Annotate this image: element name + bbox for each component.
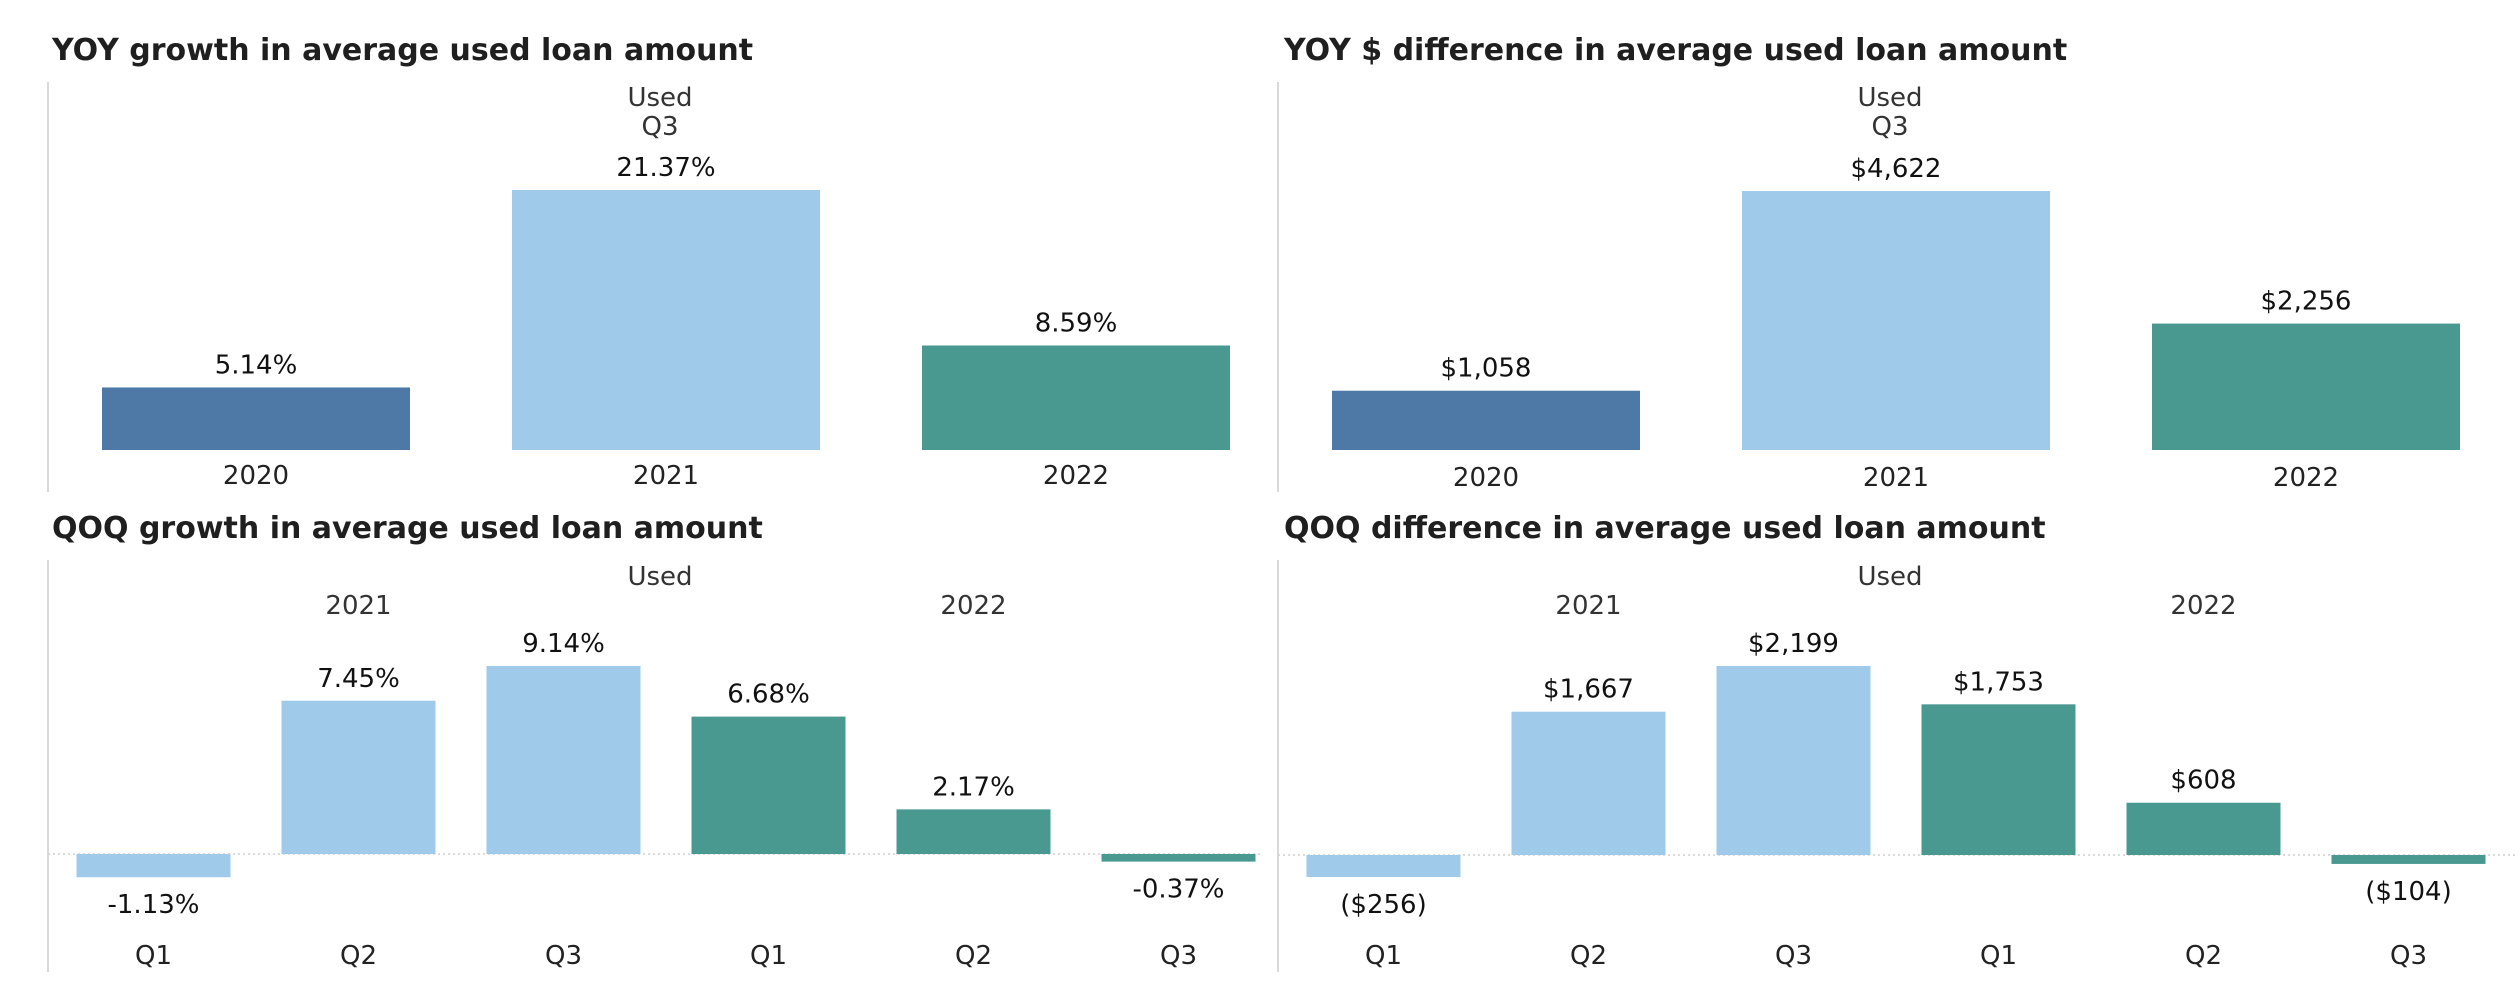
bar-q1-3[interactable] <box>691 716 846 854</box>
category-tick: Q1 <box>750 941 787 971</box>
panel-title: QOQ growth in average used loan amount <box>52 511 763 546</box>
data-label: 8.59% <box>1035 308 1118 338</box>
bar-q2-1[interactable] <box>281 700 436 854</box>
panel-title: QOQ difference in average used loan amou… <box>1284 511 2046 546</box>
data-label: ($256) <box>1340 890 1426 920</box>
category-tick: Q1 <box>1980 941 2017 971</box>
panel-title: YOY $ difference in average used loan am… <box>1283 33 2067 68</box>
bar-q1-0[interactable] <box>1306 855 1461 878</box>
bar-q1-3[interactable] <box>1921 704 2076 855</box>
data-label: $1,058 <box>1441 354 1532 384</box>
data-label: $4,622 <box>1851 154 1942 184</box>
bar-2021-1[interactable] <box>1742 191 2050 450</box>
bar-q1-0[interactable] <box>76 854 231 878</box>
group-label: 2022 <box>940 591 1006 621</box>
data-label: $1,667 <box>1543 675 1634 705</box>
data-label: 2.17% <box>932 772 1015 802</box>
data-label: $2,199 <box>1748 629 1839 659</box>
panel-header: Used <box>627 562 692 592</box>
group-label: 2021 <box>325 591 391 621</box>
category-tick: Q1 <box>1365 941 1402 971</box>
bar-q2-1[interactable] <box>1511 711 1666 855</box>
data-label: $1,753 <box>1953 667 2044 697</box>
bar-q3-5[interactable] <box>2331 855 2486 864</box>
data-label: ($104) <box>2365 877 2451 907</box>
panel-header: Q3 <box>641 112 678 142</box>
category-tick: Q2 <box>2185 941 2222 971</box>
category-tick: 2021 <box>1863 463 1929 493</box>
data-label: 7.45% <box>317 664 400 694</box>
data-label: 21.37% <box>616 153 715 183</box>
group-label: 2022 <box>2170 591 2236 621</box>
category-tick: 2020 <box>223 461 289 491</box>
category-tick: Q2 <box>955 941 992 971</box>
bar-q2-4[interactable] <box>2126 802 2281 855</box>
bar-q3-2[interactable] <box>1716 666 1871 855</box>
data-label: $2,256 <box>2261 287 2352 317</box>
category-tick: Q3 <box>545 941 582 971</box>
group-label: 2021 <box>1555 591 1621 621</box>
panel-header: Q3 <box>1871 112 1908 142</box>
panel-header: Used <box>1857 562 1922 592</box>
panel-header: Used <box>627 83 692 113</box>
category-tick: Q3 <box>1775 941 1812 971</box>
category-tick: Q1 <box>135 941 172 971</box>
category-tick: Q2 <box>340 941 377 971</box>
bar-2020-0[interactable] <box>1332 390 1640 450</box>
data-label: 5.14% <box>215 350 298 380</box>
bar-q3-5[interactable] <box>1101 854 1256 862</box>
bar-q3-2[interactable] <box>486 666 641 854</box>
data-label: 9.14% <box>522 629 605 659</box>
category-tick: 2022 <box>2273 463 2339 493</box>
category-tick: Q3 <box>1160 941 1197 971</box>
bar-q2-4[interactable] <box>896 809 1051 854</box>
category-tick: 2021 <box>633 461 699 491</box>
category-tick: 2022 <box>1043 461 1109 491</box>
data-label: -0.37% <box>1133 875 1225 905</box>
data-label: -1.13% <box>108 890 200 920</box>
panel-header: Used <box>1857 83 1922 113</box>
category-tick: 2020 <box>1453 463 1519 493</box>
panel-title: YOY growth in average used loan amount <box>51 33 753 68</box>
data-label: 6.68% <box>727 680 810 710</box>
bar-2020-0[interactable] <box>102 387 410 450</box>
category-tick: Q2 <box>1570 941 1607 971</box>
bar-2021-1[interactable] <box>512 190 820 450</box>
bar-2022-2[interactable] <box>2152 323 2460 450</box>
bar-2022-2[interactable] <box>922 345 1230 450</box>
category-tick: Q3 <box>2390 941 2427 971</box>
data-label: $608 <box>2170 766 2236 796</box>
